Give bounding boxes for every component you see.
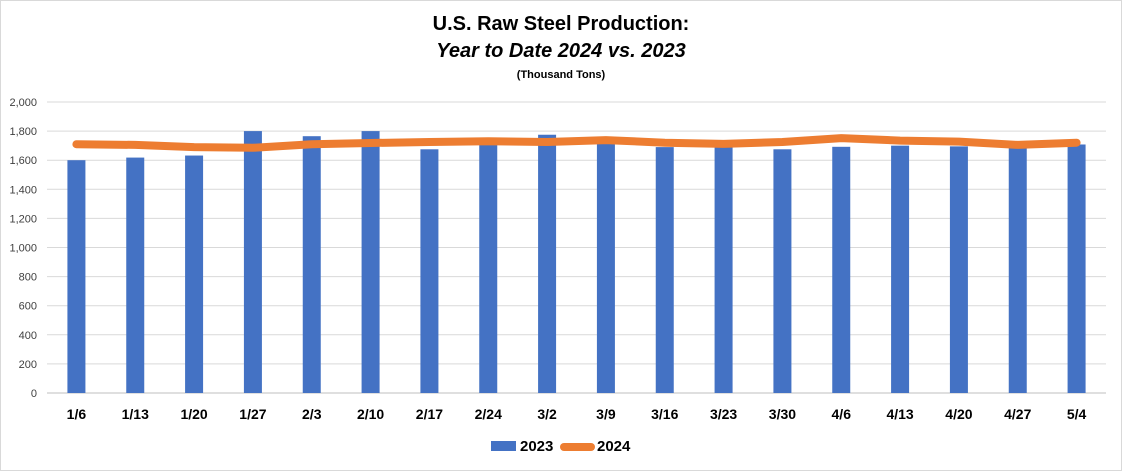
bar-2023: [538, 134, 557, 394]
bar-2023: [714, 146, 733, 393]
chart-subtitle: (Thousand Tons): [516, 69, 606, 81]
bar-2023: [361, 131, 380, 393]
y-tick-label: 2,000: [9, 97, 37, 109]
chart-title-line2: Year to Date 2024 vs. 2023: [436, 40, 686, 62]
bar-2023: [185, 155, 204, 393]
x-tick-label: 4/6: [832, 406, 852, 422]
x-tick-label: 4/27: [1004, 406, 1031, 422]
bar-2023: [67, 160, 86, 393]
legend-label-2023: 2023: [520, 438, 553, 455]
x-tick-label: 2/24: [475, 406, 502, 422]
x-tick-label: 3/16: [651, 406, 678, 422]
bar-2023: [479, 144, 498, 393]
legend-swatch-2023: [491, 441, 516, 451]
x-tick-label: 4/13: [886, 406, 913, 422]
bar-2023: [891, 145, 910, 393]
y-tick-label: 1,400: [9, 184, 37, 196]
y-tick-label: 1,800: [9, 126, 37, 138]
x-tick-label: 5/4: [1067, 406, 1087, 422]
bar-2023: [773, 149, 792, 393]
x-tick-label: 2/10: [357, 406, 384, 422]
bar-2023: [832, 146, 851, 393]
bar-2023: [655, 147, 674, 393]
x-tick-label: 1/13: [122, 406, 149, 422]
y-tick-label: 1,000: [9, 243, 37, 255]
y-tick-label: 1,600: [9, 155, 37, 167]
x-tick-label: 1/27: [239, 406, 266, 422]
y-tick-label: 800: [19, 272, 37, 284]
bar-2023: [1067, 144, 1086, 393]
x-tick-label: 3/2: [537, 406, 557, 422]
y-tick-label: 0: [31, 388, 37, 400]
bar-2023: [420, 149, 439, 393]
y-tick-label: 1,200: [9, 213, 37, 225]
bar-2023: [1008, 145, 1027, 393]
bar-2023: [302, 136, 321, 393]
x-tick-label: 2/3: [302, 406, 322, 422]
y-tick-label: 400: [19, 330, 37, 342]
legend-label-2024: 2024: [597, 438, 631, 455]
x-tick-label: 4/20: [945, 406, 972, 422]
x-tick-label: 1/20: [180, 406, 207, 422]
chart-title-block: U.S. Raw Steel Production: Year to Date …: [1, 11, 1121, 83]
bar-2023: [949, 146, 968, 393]
line-2024: [72, 134, 1081, 152]
x-tick-label: 2/17: [416, 406, 443, 422]
x-tick-label: 3/9: [596, 406, 616, 422]
y-tick-label: 200: [19, 359, 37, 371]
y-tick-label: 600: [19, 301, 37, 313]
bar-2023: [596, 143, 615, 393]
bar-2023: [243, 131, 262, 393]
x-tick-label: 3/30: [769, 406, 796, 422]
chart-title: U.S. Raw Steel Production:: [432, 13, 690, 35]
x-tick-label: 1/6: [67, 406, 87, 422]
bar-2023: [126, 157, 145, 393]
x-tick-label: 3/23: [710, 406, 737, 422]
